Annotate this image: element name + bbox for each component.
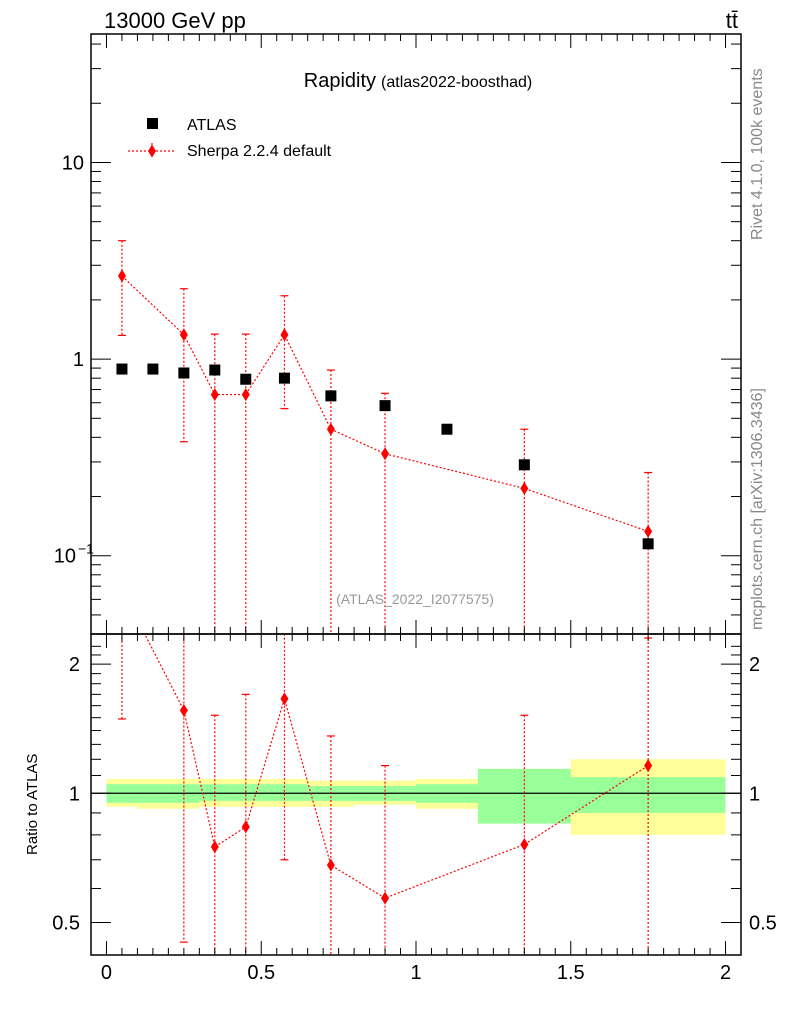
analysis-watermark: (ATLAS_2022_I2077575)	[336, 591, 494, 607]
sherpa-point	[280, 328, 289, 342]
y-tick-label: 10	[54, 546, 76, 568]
ratio-point	[520, 837, 529, 851]
x-axis-labels: 0 0.5 1 1.5 2	[101, 962, 731, 984]
atlas-point	[379, 400, 391, 412]
sherpa-point	[210, 388, 219, 402]
atlas-point	[240, 373, 252, 385]
legend-sherpa-marker	[148, 144, 156, 158]
ratio-band-inner	[261, 784, 308, 801]
sherpa-point	[381, 447, 390, 461]
atlas-point	[209, 364, 221, 376]
chart-subtitle: (atlas2022-boosthad)	[381, 74, 532, 91]
ratio-plot-panel: 2 2 1 1 0.5 0.5 0 0.5 1 1.5 2 Ratio to ATLAS	[24, 583, 777, 984]
legend-atlas-label: ATLAS	[187, 117, 237, 134]
ratio-point	[118, 583, 126, 596]
ratio-point	[381, 891, 390, 905]
ratio-y-axis-title: Ratio to ATLAS	[24, 754, 41, 855]
sherpa-point	[117, 269, 126, 283]
energy-label: 13000 GeV pp	[104, 8, 246, 33]
atlas-point	[325, 390, 337, 402]
atlas-point	[642, 538, 654, 550]
ratio-y-tick-label: 0.5	[52, 912, 80, 934]
ratio-y-tick-label: 2	[69, 654, 80, 676]
ratio-point	[326, 858, 335, 872]
main-plot-data	[116, 240, 654, 634]
sherpa-point	[326, 422, 335, 436]
chart-title-main: Rapidity	[304, 70, 376, 92]
chart-title: Rapidity (atlas2022-boosthad)	[304, 70, 532, 92]
ratio-point	[210, 840, 219, 854]
sherpa-point	[179, 328, 188, 342]
x-tick-label: 1.5	[557, 962, 585, 984]
ratio-point	[644, 759, 653, 773]
x-tick-label: 1	[410, 962, 421, 984]
atlas-point	[178, 367, 190, 379]
atlas-point	[116, 363, 128, 375]
ratio-y-tick-label-right: 2	[749, 654, 760, 676]
ratio-uncertainty-bands	[106, 759, 726, 835]
sherpa-point	[241, 388, 250, 402]
legend-sherpa-label: Sherpa 2.2.4 default	[187, 143, 332, 160]
y-tick-label: 10	[62, 152, 84, 174]
ratio-point	[280, 692, 289, 706]
ratio-y-axis-labels: 2 2 1 1 0.5 0.5	[52, 654, 777, 934]
y-tick-label-exponent: −1	[78, 541, 94, 557]
ratio-y-tick-label: 1	[69, 783, 80, 805]
y-tick-label: 1	[73, 349, 84, 371]
ratio-line	[143, 634, 649, 899]
atlas-point	[278, 372, 290, 384]
ratio-point	[241, 820, 250, 834]
legend: ATLAS Sherpa 2.2.4 default	[128, 117, 332, 160]
rivet-version-label: Rivet 4.1.0, 100k events	[749, 68, 766, 240]
legend-atlas-marker	[147, 118, 158, 129]
sherpa-point	[520, 481, 529, 495]
x-tick-label: 2	[720, 962, 731, 984]
mcplots-site-label: mcplots.cern.ch [arXiv:1306.3436]	[749, 388, 766, 630]
sherpa-point	[644, 524, 653, 538]
atlas-point	[147, 363, 159, 375]
atlas-point	[441, 423, 453, 435]
ratio-y-tick-label-right: 0.5	[749, 912, 777, 934]
atlas-point	[518, 459, 530, 471]
ratio-point	[179, 703, 188, 717]
x-tick-label: 0	[101, 962, 112, 984]
ratio-axis-ticks	[91, 634, 741, 955]
ratio-y-tick-label-right: 1	[749, 783, 760, 805]
main-y-axis-ticks	[91, 34, 741, 635]
ratio-plot-data	[117, 583, 653, 955]
ratio-band-inner	[230, 784, 262, 801]
process-label: tt̄	[726, 8, 738, 33]
x-tick-label: 0.5	[247, 962, 275, 984]
